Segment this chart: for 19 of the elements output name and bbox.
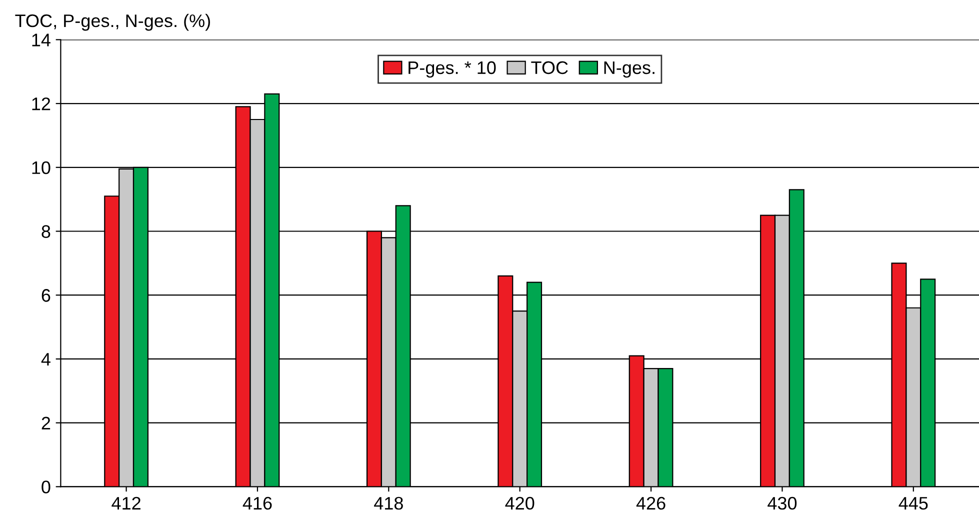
legend-label: TOC: [531, 61, 568, 74]
legend-label: P-ges. * 10: [408, 61, 496, 78]
y-tick-label: 4: [41, 353, 50, 366]
x-tick-label: 430: [768, 496, 797, 510]
x-tick-label: 426: [636, 496, 666, 510]
y-tick-label: 8: [42, 225, 50, 238]
y-tick-label: 2: [42, 416, 50, 430]
x-tick-label: 445: [898, 497, 928, 510]
y-tick-label: 0: [42, 480, 50, 494]
x-tick-label: 418: [374, 496, 403, 510]
y-axis-title: TOC, P-ges., N-ges. (%): [15, 14, 210, 31]
x-tick-label: 412: [112, 496, 140, 510]
legend-label: N-ges.: [604, 61, 654, 78]
x-tick-label: 420: [505, 496, 534, 510]
y-tick-label: 6: [42, 289, 50, 302]
y-tick-label: 12: [32, 97, 50, 110]
y-tick-label: 10: [32, 161, 50, 174]
x-tick-label: 416: [242, 496, 272, 510]
y-tick-label: 14: [32, 34, 50, 46]
